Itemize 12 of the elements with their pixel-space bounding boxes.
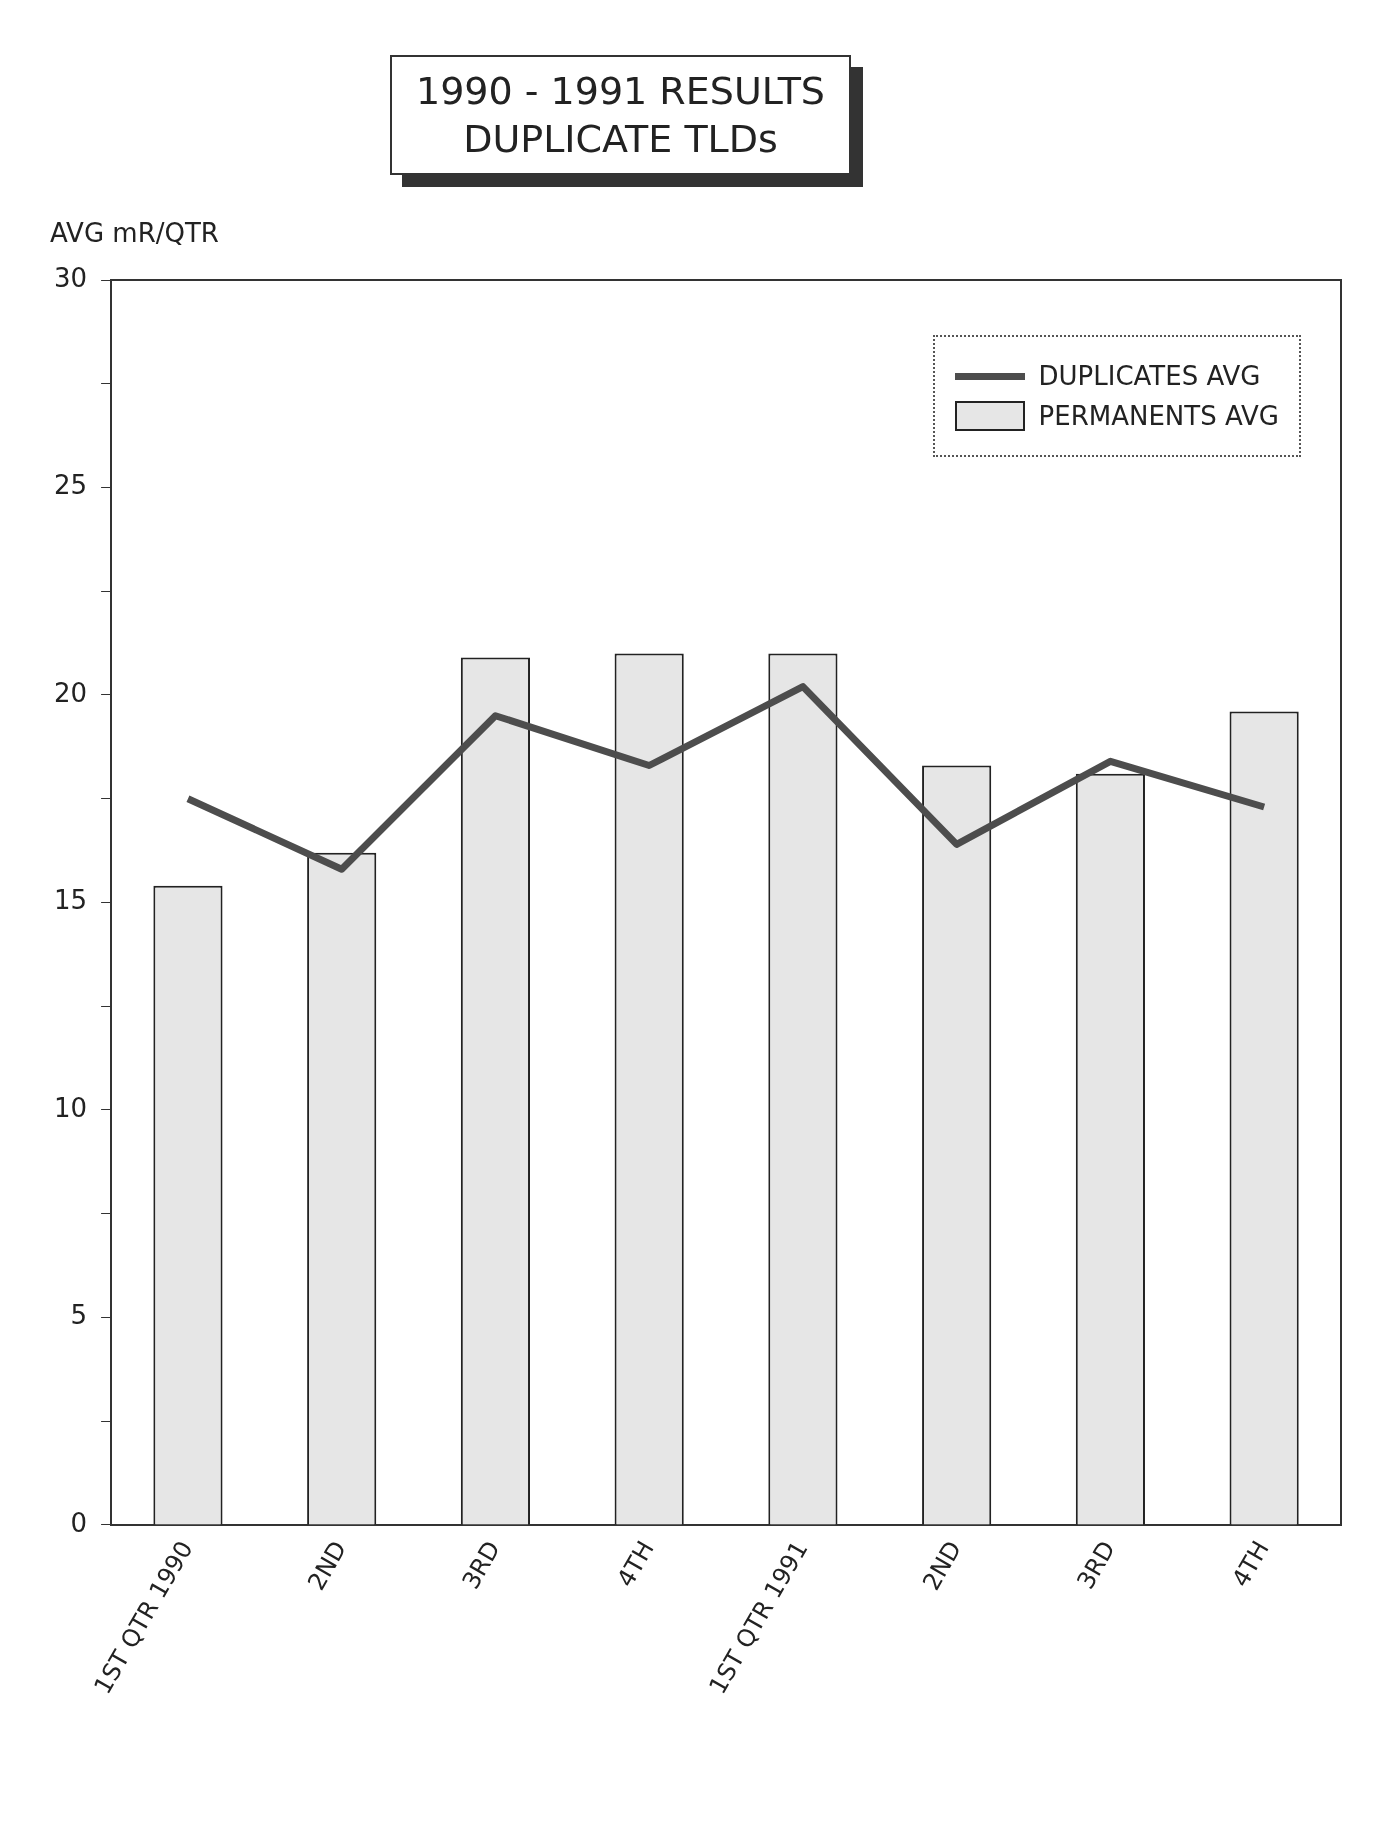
y-tick-label: 25 bbox=[53, 470, 88, 501]
y-tick-label: 0 bbox=[70, 1507, 88, 1538]
chart-title: 1990 - 1991 RESULTS bbox=[416, 68, 825, 115]
y-tick-label: 20 bbox=[53, 677, 88, 708]
legend-label: DUPLICATES AVG bbox=[1038, 361, 1261, 391]
y-tick-label: 30 bbox=[53, 262, 88, 293]
chart-subtitle: DUPLICATE TLDs bbox=[462, 116, 779, 163]
legend-label: PERMANENTS AVG bbox=[1038, 401, 1279, 431]
y-tick-label: 10 bbox=[53, 1092, 88, 1123]
y-tick-label: 5 bbox=[70, 1300, 88, 1331]
y-axis-title: AVG mR/QTR bbox=[50, 218, 219, 248]
y-tick-label: 15 bbox=[53, 885, 88, 916]
